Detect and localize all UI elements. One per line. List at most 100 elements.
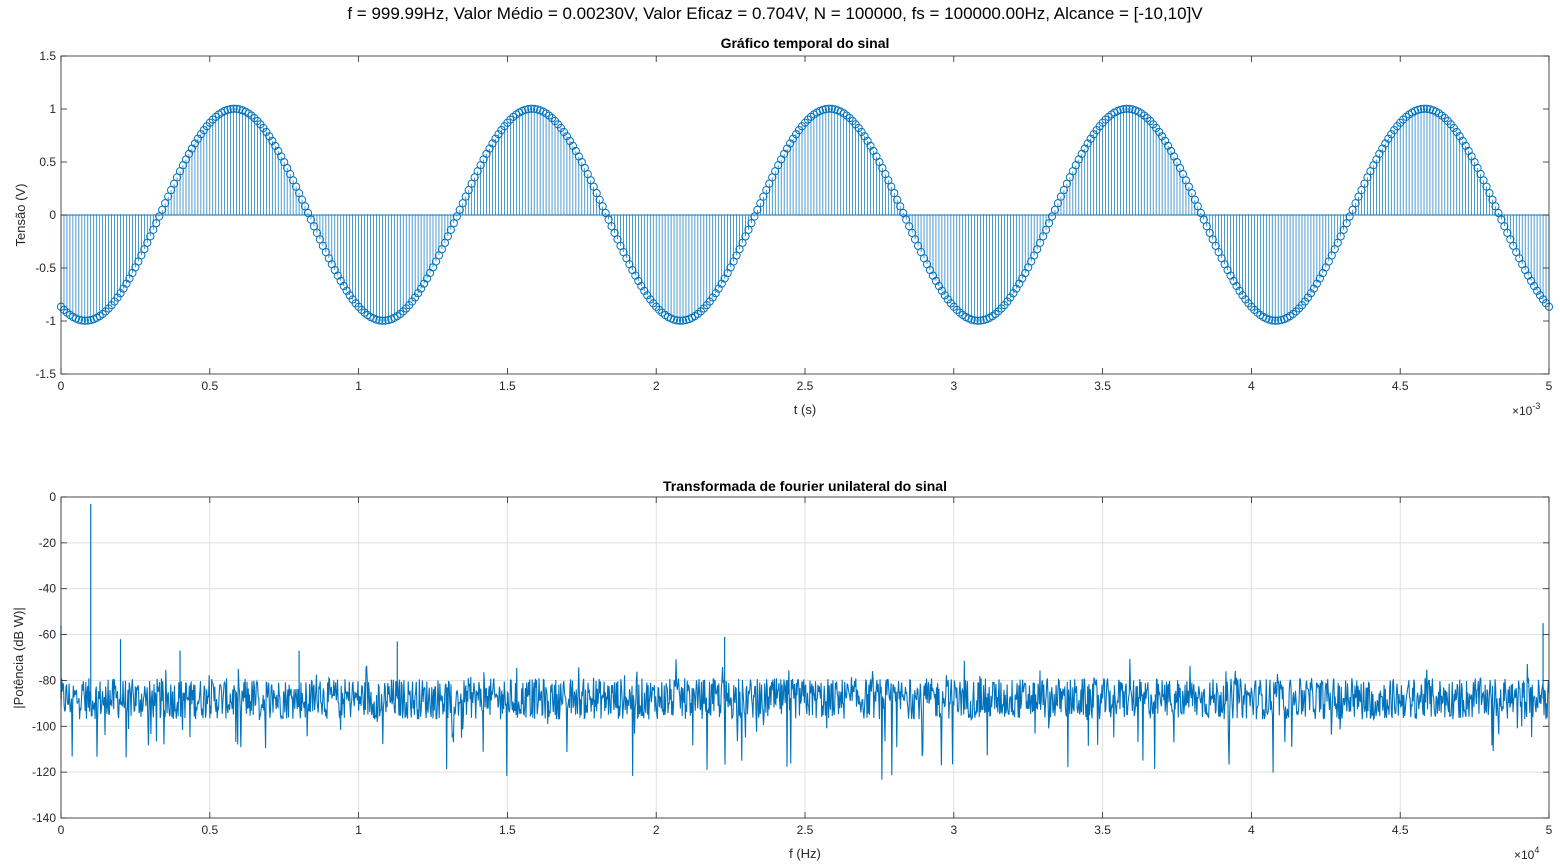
y-tick-label: -20 <box>39 536 57 550</box>
stem-marker <box>1494 208 1503 218</box>
stem-marker <box>143 238 152 247</box>
fft-plot-ylabel: |Potência (dB W)| <box>11 607 26 708</box>
stem-marker <box>1422 104 1432 113</box>
stem-marker <box>1348 205 1357 214</box>
stem-marker <box>1274 316 1283 325</box>
stem-marker <box>1086 134 1095 143</box>
stem-marker <box>1271 316 1280 325</box>
stem-marker <box>1535 291 1545 300</box>
stem-marker <box>1006 293 1015 302</box>
stem-marker <box>414 289 423 298</box>
stem-marker <box>250 114 259 123</box>
stem-marker <box>455 205 464 214</box>
stem-marker <box>1455 132 1464 141</box>
x-tick-label: 0 <box>58 823 65 837</box>
time-plot-x-exponent: ×10-3 <box>1512 401 1540 418</box>
stem-marker <box>1053 199 1063 208</box>
stem-marker <box>1488 195 1497 204</box>
stem-marker <box>1143 114 1152 123</box>
stem-marker <box>1047 212 1057 221</box>
stem-marker <box>991 309 1000 319</box>
y-tick-label: -140 <box>32 811 56 825</box>
stem-marker <box>1089 130 1098 139</box>
stem-marker <box>1190 195 1199 204</box>
stem-marker <box>640 286 649 295</box>
stem-marker <box>589 182 598 191</box>
stem-marker <box>1413 105 1423 114</box>
stem-marker <box>378 316 387 325</box>
stem-marker <box>1437 111 1446 120</box>
x-tick-label: 2 <box>653 379 660 393</box>
stem-marker <box>973 316 982 325</box>
stem-marker <box>547 114 557 123</box>
stem-marker <box>711 289 720 298</box>
stem-marker <box>902 215 911 224</box>
stem-marker <box>306 215 316 224</box>
stem-marker <box>345 291 354 300</box>
stem-marker <box>232 104 241 113</box>
stem-marker <box>372 315 381 324</box>
stem-marker <box>643 291 652 300</box>
x-tick-label: 1.5 <box>499 823 516 837</box>
stem-marker <box>818 105 827 114</box>
stem-marker <box>1339 225 1348 234</box>
time-plot-title: Gráfico temporal do sinal <box>721 35 890 51</box>
stem-marker <box>607 222 616 231</box>
stem-marker <box>1333 238 1342 247</box>
stem-marker <box>300 202 310 211</box>
x-tick-label: 3 <box>950 379 957 393</box>
stem-marker <box>1059 186 1069 195</box>
x-tick-label: 4.5 <box>1392 379 1409 393</box>
stem-marker <box>375 316 384 325</box>
stem-marker <box>1354 192 1363 201</box>
x-tick-label: 5 <box>1546 823 1553 837</box>
stem-marker <box>381 316 390 325</box>
stem-marker <box>1342 219 1351 228</box>
stem-marker <box>1250 305 1259 314</box>
y-tick-label: 0 <box>49 208 56 222</box>
x-tick-label: 3 <box>950 823 957 837</box>
stem-marker <box>893 195 902 204</box>
stem-marker <box>1336 232 1345 241</box>
stem-marker <box>899 208 908 218</box>
stem-marker <box>672 316 682 325</box>
stem-marker <box>164 192 173 201</box>
stem-marker <box>696 307 705 316</box>
figure-suptitle: f = 999.99Hz, Valor Médio = 0.00230V, Va… <box>347 4 1203 23</box>
stem-marker <box>297 195 307 204</box>
stem-marker <box>161 199 170 208</box>
stem-marker <box>1387 130 1396 139</box>
stem-marker <box>693 309 702 319</box>
stem-marker <box>530 104 539 113</box>
stem-marker <box>1357 186 1366 195</box>
stem-marker <box>791 130 801 139</box>
stem-marker <box>506 115 515 124</box>
stem-marker <box>1044 219 1054 228</box>
stem-marker <box>842 111 851 120</box>
stem-marker <box>312 228 322 237</box>
stem-marker <box>738 238 747 247</box>
y-tick-label: -1 <box>45 314 56 328</box>
stem-marker <box>750 212 759 221</box>
stem-marker <box>759 192 768 201</box>
stem-marker <box>970 316 979 325</box>
stem-marker <box>158 205 167 214</box>
stem-marker <box>598 202 607 211</box>
x-tick-label: 5 <box>1546 379 1553 393</box>
stem-marker <box>1193 202 1202 211</box>
stem-marker <box>756 199 765 208</box>
stem-marker <box>708 293 717 302</box>
stem-marker <box>1038 232 1048 241</box>
y-tick-label: 0.5 <box>39 155 56 169</box>
fft-plot-xlabel: f (Hz) <box>789 846 821 861</box>
x-tick-label: 3.5 <box>1094 823 1111 837</box>
stem-marker <box>521 105 530 114</box>
x-tick-label: 1 <box>355 379 362 393</box>
stem-marker <box>1532 286 1542 295</box>
stem-marker <box>396 309 405 319</box>
x-tick-label: 0.5 <box>201 379 218 393</box>
stem-marker <box>77 316 86 325</box>
stem-marker <box>1116 105 1125 114</box>
stem-marker <box>98 309 107 319</box>
stem-marker <box>303 208 313 218</box>
